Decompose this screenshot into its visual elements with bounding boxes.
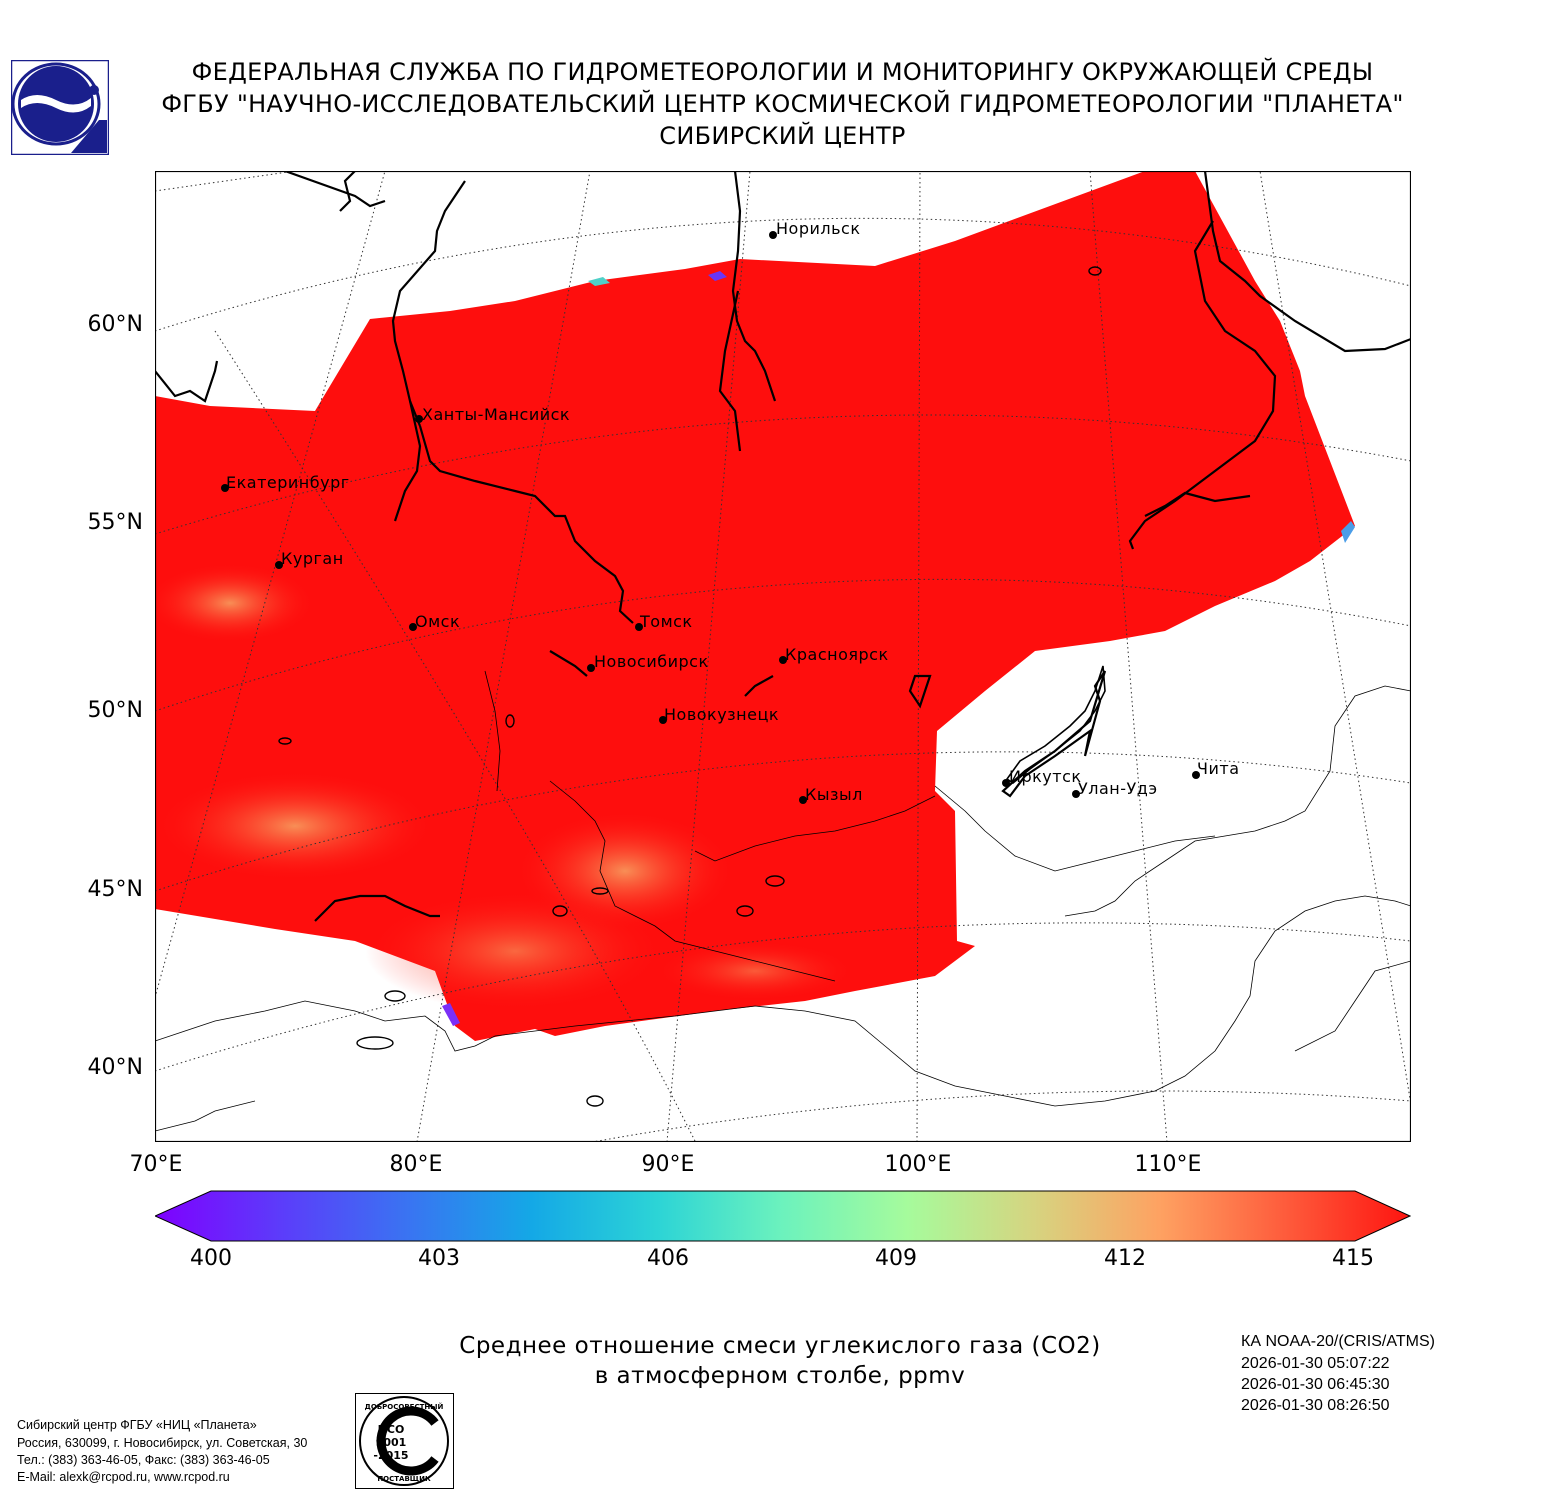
city-marker [587,664,595,672]
city-marker [799,796,807,804]
co2-lower-patch [655,941,855,1001]
co2-edge-pixel [708,271,727,281]
satellite-time: 2026-01-30 08:26:50 [1241,1397,1390,1414]
lat-tick: 40°N [87,1055,143,1080]
satellite-time: 2026-01-30 06:45:30 [1241,1376,1390,1393]
caption-line-2: в атмосферном столбе, ppmv [594,1363,966,1389]
stamp-iso-year: -2015 [373,1449,408,1462]
co2-lower-patch [155,563,315,643]
colorbar-tick: 406 [647,1246,689,1271]
city-marker [415,415,423,423]
graticule [155,171,1411,1142]
contact-line: Россия, 630099, г. Новосибирск, ул. Сове… [17,1436,308,1450]
lon-tick: 70°E [129,1152,183,1177]
stamp-iso-number: 9001 [376,1436,407,1449]
contact-line: Сибирский центр ФГБУ «НИЦ «Планета» [17,1418,257,1432]
colorbar-tick: 400 [190,1246,232,1271]
city-label-novokuznetsk: Новокузнецк [664,705,780,724]
city-label-irkutsk: Иркутск [1009,767,1082,786]
colorbar-tick: 412 [1104,1246,1146,1271]
lon-tick: 110°E [1134,1152,1202,1177]
stamp-bottom-text: ПОСТАВЩИК [377,1475,431,1483]
lon-tick: 80°E [389,1152,443,1177]
header-line-2: ФГБУ "НАУЧНО-ИССЛЕДОВАТЕЛЬСКИЙ ЦЕНТР КОС… [161,90,1404,118]
colorbar-tick: 415 [1332,1246,1374,1271]
city-marker [1002,779,1010,787]
city-label-kyzyl: Кызыл [805,785,863,804]
co2-edge-pixel [588,277,610,286]
lat-tick: 60°N [87,312,143,337]
agency-logo [10,59,110,156]
city-marker [409,623,417,631]
graticule [155,171,1411,1142]
city-marker [635,623,643,631]
city-label-tomsk: Томск [640,612,693,631]
city-marker [1072,790,1080,798]
lon-tick: 90°E [641,1152,695,1177]
iso-certificate-stamp: ДОБРОСОВЕСТНЫЙ ИСО 9001 -2015 ПОСТАВЩИК [355,1393,454,1489]
co2-field [155,171,1355,1041]
co2-lower-patch [155,771,435,881]
co2-edge-pixel [442,1003,460,1026]
city-marker [275,561,283,569]
lake-baikal [1005,665,1106,784]
lat-tick: 50°N [87,698,143,723]
co2-map [154,170,1412,1143]
stamp-top-text: ДОБРОСОВЕСТНЫЙ [365,1402,444,1411]
co2-edge-pixel [1341,521,1355,543]
city-marker [1192,771,1200,779]
city-label-omsk: Омск [415,612,461,631]
co2-lower-patch [365,891,665,1011]
city-label-novosibirsk: Новосибирск [594,652,709,671]
colorbar [153,1190,1412,1242]
city-label-ulan-ude: Улан-Удэ [1078,779,1158,798]
header-line-1: ФЕДЕРАЛЬНАЯ СЛУЖБА ПО ГИДРОМЕТЕОРОЛОГИИ … [191,58,1374,86]
contact-line: E-Mail: alexk@rcpod.ru, www.rcpod.ru [17,1470,230,1484]
city-marker [221,484,229,492]
caption-line-1: Среднее отношение смеси углекислого газа… [459,1333,1101,1359]
borders [155,670,1411,1132]
lat-tick: 45°N [87,877,143,902]
city-label-norilsk: Норильск [776,219,861,238]
satellite-time: 2026-01-30 05:07:22 [1241,1355,1390,1372]
contact-line: Тел.: (383) 363-46-05, Факс: (383) 363-4… [17,1453,270,1467]
rivers [155,171,1411,922]
colorbar-tick: 403 [418,1246,460,1271]
stamp-iso-text: ИСО [378,1423,405,1436]
city-label-kurgan: Курган [281,549,344,568]
city-label-ekaterinburg: Екатеринбург [226,473,350,492]
city-label-khanty-mansiysk: Ханты-Мансийск [422,405,571,424]
satellite-name: КА NOAA-20/(CRIS/ATMS) [1241,1333,1435,1350]
city-label-chita: Чита [1197,759,1240,778]
header-line-3: СИБИРСКИЙ ЦЕНТР [659,122,906,150]
lon-tick: 100°E [884,1152,952,1177]
lakes [278,266,1102,1107]
lat-tick: 55°N [87,510,143,535]
city-marker [659,716,667,724]
city-label-krasnoyarsk: Красноярск [785,645,889,664]
city-marker [779,656,787,664]
colorbar-tick: 409 [875,1246,917,1271]
city-marker [769,231,777,239]
